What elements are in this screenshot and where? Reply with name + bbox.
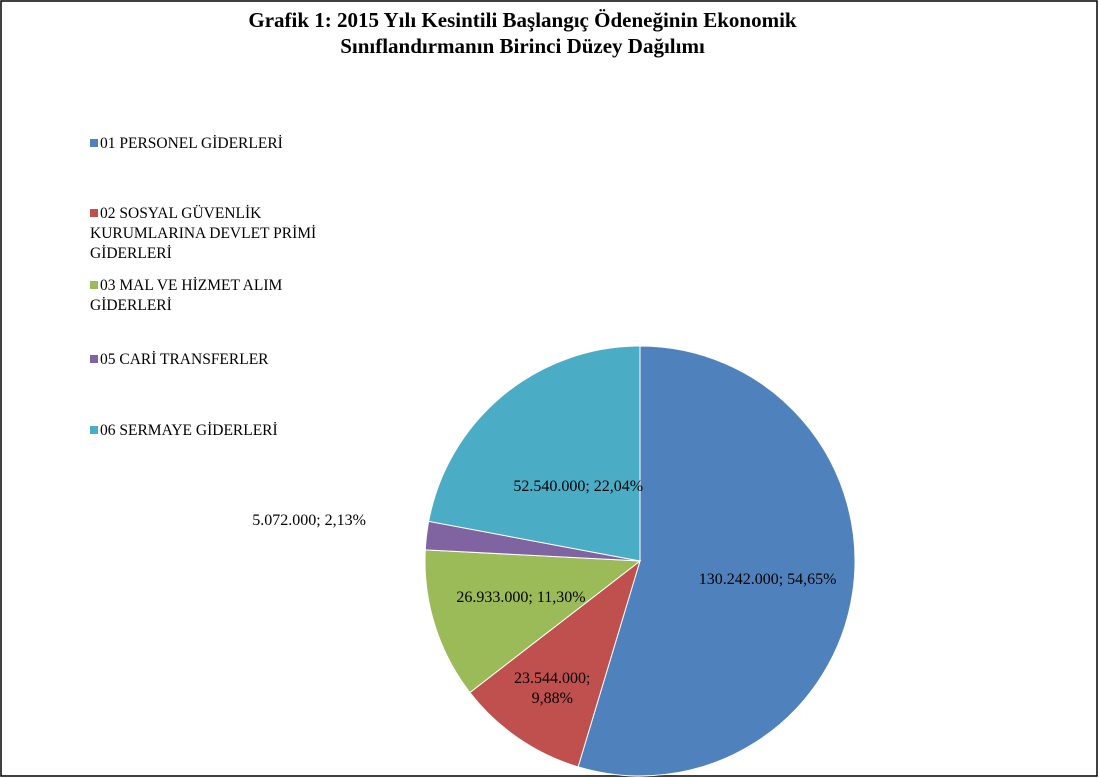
legend-swatch	[90, 139, 98, 147]
legend-label: 01 PERSONEL GİDERLERİ	[100, 135, 283, 152]
chart-title: Sınıflandırmanın Birinci Düzey Dağılımı	[340, 34, 705, 58]
pie-slice	[428, 345, 641, 562]
data-label: 5.072.000; 2,13%	[252, 512, 366, 530]
data-label: 130.242.000; 54,65%	[698, 570, 837, 588]
legend-swatch	[90, 209, 98, 217]
legend-label: 06 SERMAYE GİDERLERİ	[100, 422, 278, 439]
data-label: 52.540.000; 22,04%	[513, 477, 644, 495]
legend-swatch	[90, 281, 98, 289]
legend-label: 02 SOSYAL GÜVENLİK KURUMLARINA DEVLET PR…	[90, 205, 317, 262]
legend-label: 05 CARİ TRANSFERLER	[100, 351, 269, 368]
legend-item: 02 SOSYAL GÜVENLİK KURUMLARINA DEVLET PR…	[90, 204, 340, 264]
legend-swatch	[90, 355, 98, 363]
pie-slice	[424, 549, 642, 694]
legend-item: 05 CARİ TRANSFERLER	[90, 350, 340, 370]
legend-item: 06 SERMAYE GİDERLERİ	[90, 421, 340, 441]
data-label: 23.544.000; 9,88%	[514, 669, 591, 707]
legend-item: 03 MAL VE HİZMET ALIM GİDERLERİ	[90, 276, 340, 316]
legend-swatch	[90, 426, 98, 434]
data-label: 26.933.000; 11,30%	[456, 589, 586, 607]
pie-slice	[577, 345, 856, 777]
legend-label: 03 MAL VE HİZMET ALIM GİDERLERİ	[90, 277, 283, 314]
legend-item: 01 PERSONEL GİDERLERİ	[90, 134, 340, 154]
chart-title: Grafik 1: 2015 Yılı Kesintili Başlangıç …	[248, 8, 797, 32]
pie-slice	[469, 559, 641, 768]
